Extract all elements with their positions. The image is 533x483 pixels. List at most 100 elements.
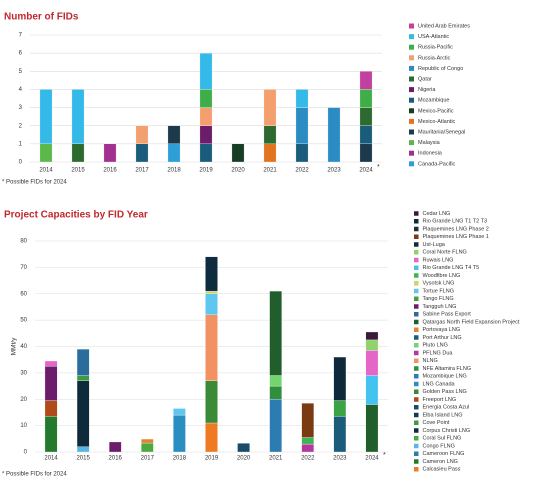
bar-segment — [301, 437, 315, 445]
legend-swatch — [414, 273, 419, 278]
legend-swatch — [414, 436, 419, 441]
x-tick-label: 2023 — [327, 168, 341, 174]
legend-swatch — [414, 234, 419, 239]
legend-swatch — [409, 140, 414, 146]
legend-swatch — [414, 312, 419, 317]
y-tick-label: 20 — [20, 397, 27, 403]
y-tick-label: 0 — [24, 450, 28, 456]
y-tick-label: 0 — [19, 160, 23, 166]
legend-label: Plaquemines LNG Phase 1 — [423, 234, 489, 240]
bar-segment — [103, 143, 117, 163]
footnote: * Possible FIDs for 2024 — [2, 472, 67, 478]
x-tick-label: 2020 — [237, 456, 251, 462]
legend-swatch — [414, 443, 419, 449]
x-tick-label: 2021 — [269, 456, 283, 462]
legend-swatch — [414, 296, 419, 301]
x-tick-label: 2020 — [231, 168, 245, 174]
y-tick-label: 3 — [19, 105, 23, 111]
legend-swatch — [409, 108, 414, 114]
legend-label: Calcasieu Pass — [423, 467, 461, 473]
legend-label: Mexico-Atlantic — [418, 119, 456, 125]
bar-segment — [44, 366, 58, 401]
legend-swatch — [414, 467, 419, 472]
legend-label: Port Arthur LNG — [423, 335, 462, 341]
legend-label: Woodfibre LNG — [423, 273, 461, 279]
legend-swatch — [414, 242, 419, 247]
legend-label: PFLNG Dua — [423, 350, 454, 356]
bar-segment — [295, 143, 309, 163]
bar-segment — [76, 375, 90, 381]
bar-segment — [333, 356, 347, 401]
bar-segment — [71, 143, 85, 163]
bar-segment — [263, 89, 277, 126]
x-tick-label: 2014 — [39, 168, 53, 174]
legend-swatch — [414, 343, 419, 348]
bar-segment — [301, 443, 315, 453]
legend-label: Qatargas North Field Expansion Project — [423, 319, 520, 325]
bar-segment — [359, 107, 373, 126]
bar-segment — [108, 441, 122, 453]
legend-swatch — [414, 350, 419, 356]
x-tick-label: 2017 — [135, 168, 149, 174]
bar-segment — [39, 89, 53, 145]
bar-segment — [365, 339, 379, 351]
y-tick-label: 10 — [20, 423, 27, 429]
bar-segment — [44, 400, 58, 417]
y-tick-label: 50 — [20, 318, 27, 324]
legend-label: Tango FLNG — [423, 296, 454, 302]
bar-segment — [269, 385, 282, 400]
legend-swatch — [414, 459, 419, 464]
legend-swatch — [414, 226, 419, 232]
legend-label: Qatar — [418, 76, 432, 82]
x-tick-label: 2015 — [76, 456, 90, 462]
legend-swatch — [414, 250, 419, 255]
legend-label: Rio Grande LNG T4 T5 — [423, 265, 480, 271]
y-tick-label: 40 — [20, 344, 27, 350]
legend-label: Cove Point — [423, 420, 450, 426]
legend-swatch — [414, 428, 419, 433]
bar-segment — [263, 143, 277, 163]
bar-segment — [295, 107, 309, 145]
legend-label: Pluto LNG — [423, 343, 448, 349]
legend-label: Mexico-Pacific — [418, 108, 454, 114]
bar-segment — [135, 125, 149, 145]
y-tick-label: 7 — [19, 33, 23, 39]
legend-swatch — [414, 451, 419, 456]
legend-label: USA-Atlantic — [418, 34, 449, 40]
x-tick-label: 2014 — [44, 456, 58, 462]
bar-segment — [173, 408, 186, 416]
legend-label: Mauritania/Senegal — [418, 129, 465, 135]
legend-label: Cedar LNG — [423, 211, 451, 217]
bar-segment — [141, 438, 154, 444]
legend-label: Cameroon FLNG — [423, 451, 465, 457]
y-tick-label: 2 — [19, 123, 23, 129]
legend-swatch — [409, 118, 414, 124]
x-tick-label: 2018 — [167, 168, 181, 174]
legend-label: Golden Pass LNG — [423, 389, 467, 395]
legend-swatch — [414, 327, 419, 332]
bar-segment — [263, 125, 277, 145]
y-axis-label: MMt/y — [11, 337, 18, 355]
legend-label: Plaquemines LNG Phase 2 — [423, 226, 489, 232]
legend-swatch — [414, 374, 419, 379]
legend-swatch — [409, 23, 414, 29]
legend-swatch — [414, 335, 419, 340]
bar-segment — [141, 442, 154, 453]
legend-label: Republic of Congo — [418, 66, 463, 72]
legend-label: Nigeria — [418, 87, 436, 93]
legend-label: United Arab Emirates — [418, 23, 470, 29]
legend-swatch — [414, 389, 419, 394]
legend-swatch — [414, 366, 419, 371]
legend-label: Indonesia — [418, 151, 443, 157]
bar-segment — [199, 143, 213, 163]
bar-segment — [39, 143, 53, 163]
legend-label: Malaysia — [418, 140, 441, 146]
legend-swatch — [414, 219, 419, 224]
y-tick-label: 1 — [19, 141, 23, 147]
bar-segment — [173, 414, 186, 453]
footnote: * Possible FIDs for 2024 — [2, 180, 67, 186]
legend-label: Tangguh LNG — [423, 304, 457, 310]
bar-segment — [365, 350, 379, 376]
legend-label: Ust-Luga — [423, 242, 446, 248]
